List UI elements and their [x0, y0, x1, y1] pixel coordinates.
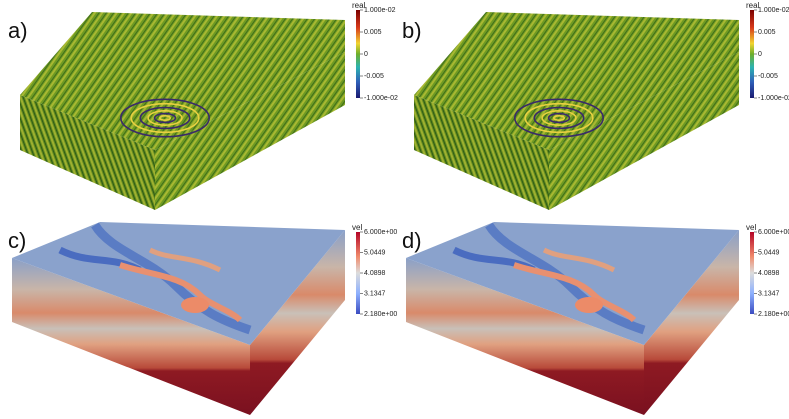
wave-ring: [130, 102, 200, 134]
box-right-face: [644, 230, 739, 415]
colorbar-tick-label: 4.0898: [364, 270, 386, 277]
wave-ring: [541, 110, 577, 126]
colorbar-tick-label: 6.000e+00: [364, 229, 397, 236]
colorbar-tick-label: 0: [364, 51, 368, 58]
colorbar-title: real: [746, 1, 760, 10]
box-left-face: [20, 95, 155, 210]
colorbar-title: real: [352, 1, 366, 10]
colorbar-tick-label: 5.0449: [758, 249, 780, 256]
colorbar: [750, 10, 754, 98]
colorbar-title: vel: [352, 223, 362, 232]
wave-ring: [147, 110, 183, 126]
colorbar: [750, 232, 754, 314]
channel: [485, 222, 646, 335]
colorbar-tick-label: 2.180e+00: [758, 311, 789, 318]
colorbar-tick-label: 4.0898: [758, 270, 780, 277]
box-left-face: [414, 95, 549, 210]
colorbar-tick-label: -0.005: [364, 73, 384, 80]
wave-ring: [524, 102, 594, 134]
body: [181, 297, 209, 313]
panel-label: b): [402, 18, 422, 43]
colorbar-tick-label: 3.1347: [758, 290, 780, 297]
colorbar-tick-label: -1.000e-02: [364, 95, 398, 102]
wave-ring: [514, 98, 605, 138]
box-right-face: [155, 52, 345, 210]
colorbar-tick-label: 1.000e-02: [364, 7, 396, 14]
box-left-face: [406, 258, 644, 415]
body: [575, 297, 603, 313]
box-left-face: [12, 258, 250, 415]
wave-ring: [120, 98, 211, 138]
colorbar: [356, 10, 360, 98]
body: [148, 247, 222, 273]
colorbar-tick-label: 3.1347: [364, 290, 386, 297]
wave-ring: [159, 115, 172, 122]
colorbar-tick-label: 1.000e-02: [758, 7, 789, 14]
colorbar-title: vel: [746, 223, 756, 232]
channel: [91, 222, 252, 335]
colorbar-tick-label: 0.005: [758, 29, 776, 36]
colorbar-tick-label: 0.005: [364, 29, 382, 36]
box-right-face: [250, 230, 345, 415]
wave-ring: [153, 112, 177, 124]
colorbar-tick-label: 0: [758, 51, 762, 58]
box-top-face: [414, 12, 739, 150]
colorbar-tick-label: 2.180e+00: [364, 311, 397, 318]
colorbar-tick-label: -1.000e-02: [758, 95, 789, 102]
colorbar-tick-label: -0.005: [758, 73, 778, 80]
body: [542, 247, 616, 273]
body: [513, 262, 637, 323]
body: [119, 262, 243, 323]
panel-label: d): [402, 228, 422, 253]
box-right-face: [549, 52, 739, 210]
wave-ring: [139, 106, 191, 130]
wave-ring: [547, 112, 571, 124]
wave-ring: [553, 115, 566, 122]
colorbar-tick-label: 5.0449: [364, 249, 386, 256]
panel-label: c): [8, 228, 26, 253]
box-top-face: [20, 12, 345, 150]
colorbar-tick-label: 6.000e+00: [758, 229, 789, 236]
wave-ring: [533, 106, 585, 130]
colorbar: [356, 232, 360, 314]
panel-label: a): [8, 18, 28, 43]
